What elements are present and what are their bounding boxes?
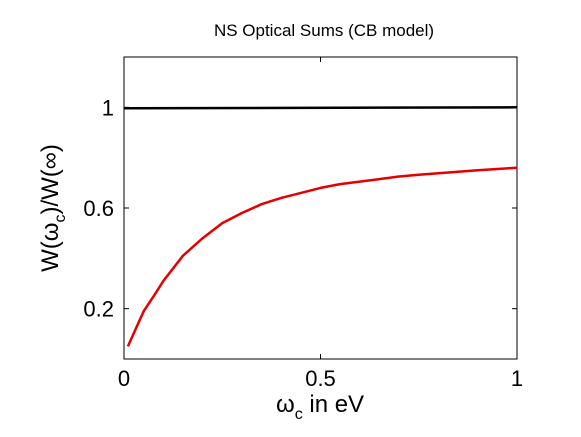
series-line-1 <box>123 106 518 110</box>
x-tick-label: 0 <box>118 366 130 391</box>
axes-box <box>123 56 518 360</box>
y-tick-label: 1 <box>102 95 114 120</box>
chart-title: NS Optical Sums (CB model) <box>214 21 434 40</box>
plot-area: 0 0.5 1 0.2 0.6 1 <box>83 56 523 391</box>
series-layer <box>123 106 518 347</box>
y-axis-label: W(ωc)/W(∞) <box>37 144 69 272</box>
x-tick-label: 1 <box>511 366 523 391</box>
x-axis-label: ωc in eV <box>276 391 364 423</box>
y-tick-label: 0.2 <box>83 297 114 322</box>
x-tick-label: 0.5 <box>305 366 336 391</box>
ticks-layer: 0 0.5 1 0.2 0.6 1 <box>83 57 523 391</box>
series-line-2 <box>126 166 518 347</box>
y-tick-label: 0.6 <box>83 196 114 221</box>
